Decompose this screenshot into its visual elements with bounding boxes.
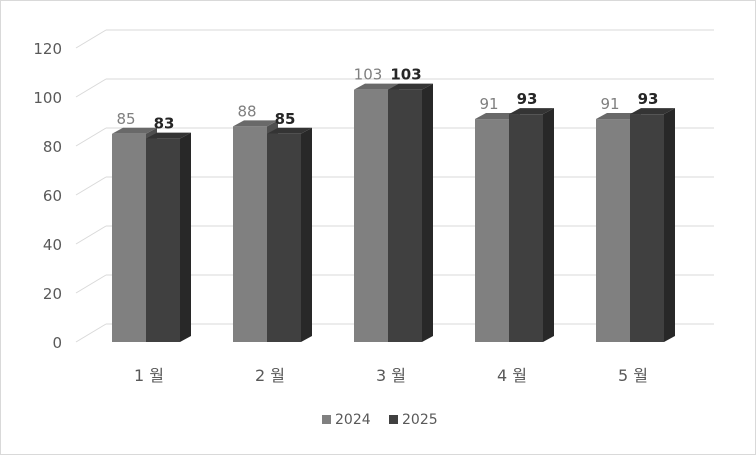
gridline-depth bbox=[75, 274, 107, 294]
gridline-depth bbox=[75, 323, 107, 343]
bar-2024 bbox=[112, 133, 146, 342]
bar-top-2025 bbox=[146, 132, 191, 139]
bar-top-2024 bbox=[233, 120, 278, 127]
bar-side-2025 bbox=[301, 127, 312, 342]
y-tick-label: 80 bbox=[43, 138, 62, 156]
bar-2025 bbox=[630, 114, 664, 343]
gridline-depth bbox=[75, 225, 107, 245]
bar-2025 bbox=[146, 138, 180, 342]
data-label-2024: 103 bbox=[354, 66, 383, 84]
data-label-2025: 93 bbox=[517, 90, 538, 108]
data-label-2025: 93 bbox=[638, 90, 659, 108]
y-tick-label: 20 bbox=[43, 285, 62, 303]
bar-2024 bbox=[233, 126, 267, 343]
bar-top-2025 bbox=[267, 127, 312, 134]
bar-top-2024 bbox=[475, 113, 520, 120]
legend-swatch-2025 bbox=[389, 415, 398, 424]
bar-top-2025 bbox=[630, 108, 675, 115]
gridline-depth bbox=[75, 78, 107, 98]
bar-side-2025 bbox=[180, 132, 191, 342]
bar-2025 bbox=[267, 133, 301, 342]
data-label-2025: 103 bbox=[390, 66, 421, 84]
data-label-2025: 83 bbox=[154, 115, 175, 133]
bar-2025 bbox=[509, 114, 543, 343]
bar-top-2025 bbox=[388, 83, 433, 90]
x-category-label: 1 월 bbox=[134, 366, 164, 385]
bar-top-2025 bbox=[509, 108, 554, 115]
x-category-label: 3 월 bbox=[376, 366, 406, 385]
y-tick-label: 100 bbox=[33, 89, 62, 107]
bar-top-2024 bbox=[112, 127, 157, 134]
y-tick-label: 120 bbox=[33, 40, 62, 58]
bar-top-2024 bbox=[596, 113, 641, 120]
data-label-2024: 91 bbox=[600, 95, 619, 113]
x-category-label: 4 월 bbox=[497, 366, 527, 385]
legend-label-2025: 2025 bbox=[402, 412, 438, 428]
bar-top-2024 bbox=[354, 83, 399, 90]
y-tick-label: 60 bbox=[43, 187, 62, 205]
bar-2024 bbox=[596, 119, 630, 342]
bar-2024 bbox=[354, 89, 388, 343]
gridline-depth bbox=[75, 127, 107, 147]
legend-swatch-2024 bbox=[322, 415, 331, 424]
bar-2025 bbox=[388, 89, 422, 343]
gridline-depth bbox=[75, 29, 107, 49]
data-label-2024: 91 bbox=[479, 95, 498, 113]
data-label-2024: 85 bbox=[116, 110, 135, 128]
bar-side-2025 bbox=[422, 83, 433, 343]
data-label-2025: 85 bbox=[275, 110, 296, 128]
y-tick-label: 40 bbox=[43, 236, 62, 254]
bar-side-2025 bbox=[543, 108, 554, 343]
gridline-depth bbox=[75, 176, 107, 196]
bar-2024 bbox=[475, 119, 509, 342]
data-label-2024: 88 bbox=[237, 102, 256, 120]
legend-label-2024: 2024 bbox=[335, 412, 371, 428]
bar-side-2025 bbox=[664, 108, 675, 343]
y-tick-label: 0 bbox=[52, 334, 62, 352]
x-category-label: 2 월 bbox=[255, 366, 285, 385]
x-category-label: 5 월 bbox=[618, 366, 648, 385]
